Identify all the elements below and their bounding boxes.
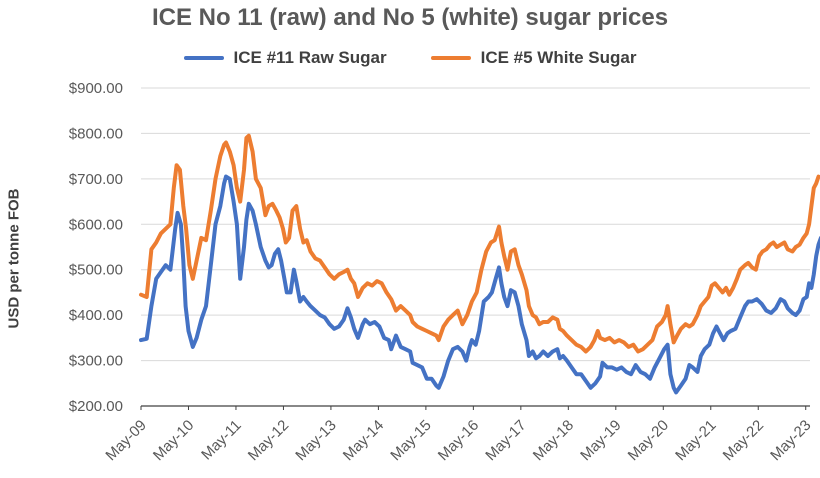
- series-line-raw-sugar: [139, 174, 820, 395]
- x-tick-label: May-16: [435, 417, 482, 464]
- y-tick-label: $200.00: [69, 398, 123, 415]
- x-tick-label: May-13: [292, 417, 339, 464]
- legend: ICE #11 Raw Sugar ICE #5 White Sugar: [0, 48, 820, 68]
- y-tick-label: $600.00: [69, 216, 123, 233]
- legend-label-white: ICE #5 White Sugar: [480, 48, 637, 67]
- y-tick-label: $700.00: [69, 171, 123, 188]
- x-tick-label: May-21: [672, 417, 719, 464]
- y-tick-label: $900.00: [69, 80, 123, 97]
- x-tick-label: May-23: [767, 417, 814, 464]
- y-tick-label: $400.00: [69, 307, 123, 324]
- legend-item-white: ICE #5 White Sugar: [430, 48, 637, 68]
- chart-title: ICE No 11 (raw) and No 5 (white) sugar p…: [151, 4, 669, 31]
- x-tick-label: May-17: [482, 417, 529, 464]
- y-tick-label: $800.00: [69, 125, 123, 142]
- legend-label-raw: ICE #11 Raw Sugar: [233, 48, 387, 67]
- x-tick-label: May-15: [387, 417, 434, 464]
- y-tick-label: $500.00: [69, 262, 123, 279]
- x-tick-label: May-10: [150, 417, 197, 464]
- legend-item-raw: ICE #11 Raw Sugar: [183, 48, 387, 68]
- series-line-white-sugar: [139, 133, 820, 354]
- x-tick-label: May-14: [340, 417, 387, 464]
- x-tick-label: May-20: [625, 417, 672, 464]
- x-tick-label: May-22: [720, 417, 767, 464]
- x-tick-label: May-18: [530, 417, 577, 464]
- x-tick-label: May-11: [198, 417, 245, 464]
- legend-swatch-white: [430, 56, 471, 60]
- x-tick-label: May-09: [102, 417, 149, 464]
- x-tick-label: May-12: [245, 417, 292, 464]
- x-tick-label: May-19: [577, 417, 624, 464]
- legend-swatch-raw: [183, 56, 224, 60]
- y-tick-label: $300.00: [69, 353, 123, 370]
